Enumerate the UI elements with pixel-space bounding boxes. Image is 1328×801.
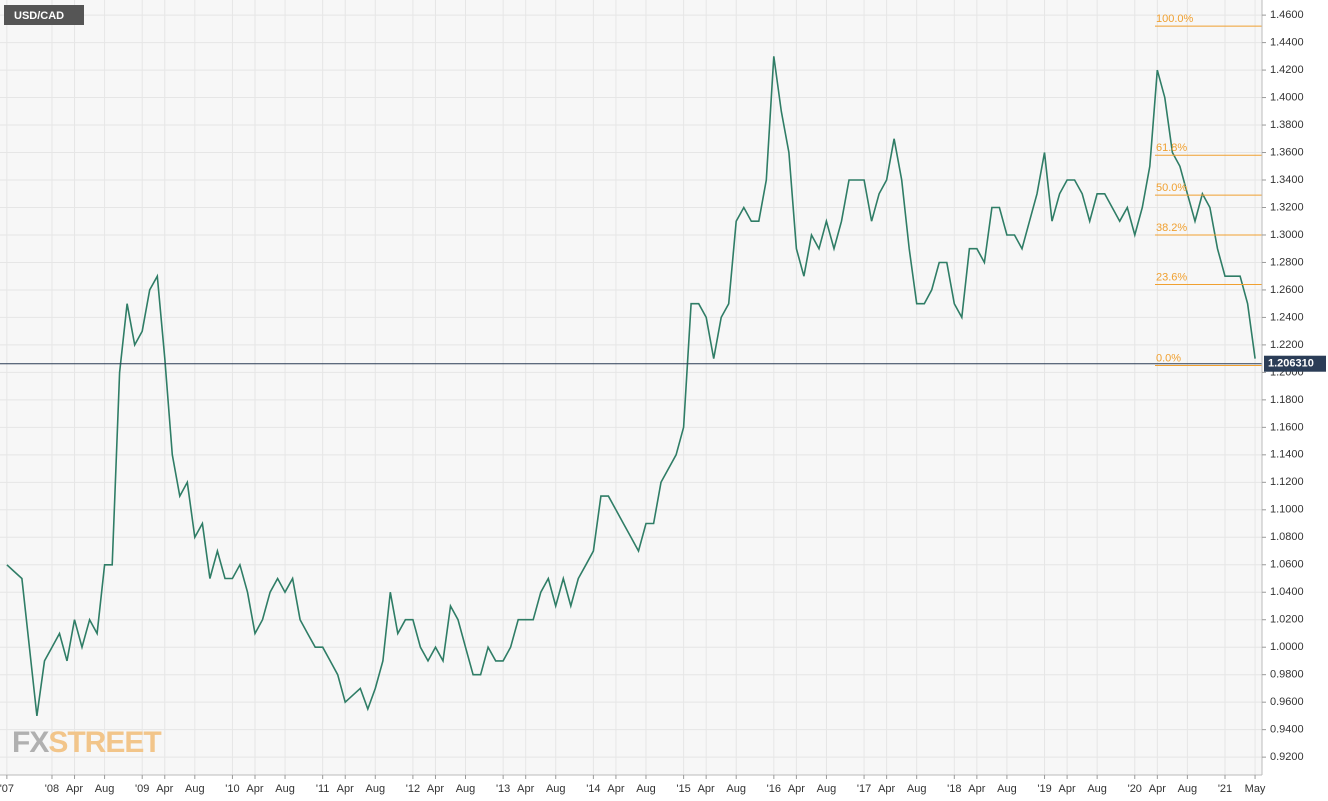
current-price-label: 1.206310 bbox=[1268, 358, 1314, 370]
x-tick-label: '12 bbox=[406, 783, 420, 795]
y-tick-label: 1.2800 bbox=[1270, 256, 1304, 268]
y-tick-label: 1.3400 bbox=[1270, 174, 1304, 186]
fib-label: 50.0% bbox=[1156, 182, 1187, 194]
y-tick-label: 1.3600 bbox=[1270, 146, 1304, 158]
x-tick-label: '14 bbox=[586, 783, 600, 795]
y-tick-label: 1.2600 bbox=[1270, 284, 1304, 296]
y-tick-label: 0.9400 bbox=[1270, 724, 1304, 736]
x-tick-label: Apr bbox=[427, 783, 444, 795]
x-tick-label: Apr bbox=[878, 783, 895, 795]
x-tick-label: Aug bbox=[817, 783, 837, 795]
y-tick-label: 1.1400 bbox=[1270, 449, 1304, 461]
x-tick-label: '17 bbox=[857, 783, 871, 795]
y-tick-label: 1.2400 bbox=[1270, 311, 1304, 323]
x-tick-label: Apr bbox=[517, 783, 534, 795]
x-tick-label: '18 bbox=[947, 783, 961, 795]
watermark-fx: FX bbox=[12, 726, 49, 759]
x-tick-label: '13 bbox=[496, 783, 510, 795]
grid bbox=[0, 0, 1262, 775]
x-tick-label: '11 bbox=[316, 783, 330, 795]
fib-label: 61.8% bbox=[1156, 142, 1187, 154]
plot: 100.0% 61.8% 50.0% 38.2% 23.6% 0.0% bbox=[0, 13, 1262, 717]
y-tick-label: 1.3000 bbox=[1270, 229, 1304, 241]
x-tick-label: Apr bbox=[788, 783, 805, 795]
y-tick-label: 1.0200 bbox=[1270, 614, 1304, 626]
y-tick-label: 1.3800 bbox=[1270, 119, 1304, 131]
x-tick-label: Aug bbox=[1087, 783, 1107, 795]
x-tick-label: '20 bbox=[1128, 783, 1142, 795]
y-tick-label: 1.3200 bbox=[1270, 201, 1304, 213]
x-tick-label: Aug bbox=[636, 783, 656, 795]
x-tick-label: '08 bbox=[45, 783, 59, 795]
fib-label: 23.6% bbox=[1156, 271, 1187, 283]
x-tick-label: Apr bbox=[1059, 783, 1076, 795]
x-tick-label: '15 bbox=[676, 783, 690, 795]
x-tick-label: Aug bbox=[907, 783, 927, 795]
y-tick-label: 0.9800 bbox=[1270, 669, 1304, 681]
y-tick-label: 0.9200 bbox=[1270, 751, 1304, 763]
x-tick-label: Apr bbox=[1149, 783, 1166, 795]
x-tick-label: Apr bbox=[66, 783, 83, 795]
y-tick-label: 0.9600 bbox=[1270, 696, 1304, 708]
symbol-label: USD/CAD bbox=[14, 10, 64, 22]
watermark: FXSTREET bbox=[12, 726, 161, 759]
y-tick-label: 1.4200 bbox=[1270, 64, 1304, 76]
x-tick-label: May bbox=[1245, 783, 1266, 795]
x-tick-label: Apr bbox=[337, 783, 354, 795]
x-tick-label: Apr bbox=[246, 783, 263, 795]
y-tick-label: 1.1800 bbox=[1270, 394, 1304, 406]
x-tick-label: Apr bbox=[156, 783, 173, 795]
symbol-box bbox=[4, 5, 84, 25]
x-tick-label: '07 bbox=[0, 783, 14, 795]
y-tick-label: 1.0400 bbox=[1270, 586, 1304, 598]
y-tick-label: 1.0000 bbox=[1270, 641, 1304, 653]
fib-label: 38.2% bbox=[1156, 222, 1187, 234]
x-tick-label: Aug bbox=[726, 783, 746, 795]
y-tick-label: 1.1200 bbox=[1270, 476, 1304, 488]
y-tick-label: 1.0800 bbox=[1270, 531, 1304, 543]
x-tick-label: Aug bbox=[456, 783, 476, 795]
y-tick-label: 1.4000 bbox=[1270, 91, 1304, 103]
y-tick-label: 1.2200 bbox=[1270, 339, 1304, 351]
x-tick-label: Apr bbox=[968, 783, 985, 795]
y-tick-label: 1.0600 bbox=[1270, 559, 1304, 571]
x-tick-label: Aug bbox=[275, 783, 295, 795]
watermark-street: STREET bbox=[48, 726, 161, 759]
y-tick-label: 1.4400 bbox=[1270, 37, 1304, 49]
x-tick-label: '19 bbox=[1037, 783, 1051, 795]
x-tick-label: Aug bbox=[1178, 783, 1198, 795]
x-tick-label: Apr bbox=[607, 783, 624, 795]
price-line bbox=[6, 56, 1256, 717]
x-tick-label: '10 bbox=[225, 783, 239, 795]
x-tick-label: Aug bbox=[365, 783, 385, 795]
x-tick-label: '21 bbox=[1218, 783, 1232, 795]
y-tick-label: 1.1600 bbox=[1270, 421, 1304, 433]
x-tick-label: Aug bbox=[95, 783, 115, 795]
y-tick-label: 1.1000 bbox=[1270, 504, 1304, 516]
x-tick-label: Apr bbox=[698, 783, 715, 795]
x-tick-label: '09 bbox=[135, 783, 149, 795]
y-tick-label: 1.4600 bbox=[1270, 9, 1304, 21]
current-price-box bbox=[1264, 355, 1326, 372]
x-tick-label: Aug bbox=[185, 783, 205, 795]
plot-area bbox=[0, 0, 1262, 775]
x-tick-label: '16 bbox=[767, 783, 781, 795]
fib-label: 0.0% bbox=[1156, 352, 1181, 364]
x-tick-label: Aug bbox=[997, 783, 1017, 795]
x-tick-label: Aug bbox=[546, 783, 566, 795]
fib-label: 100.0% bbox=[1156, 13, 1194, 25]
